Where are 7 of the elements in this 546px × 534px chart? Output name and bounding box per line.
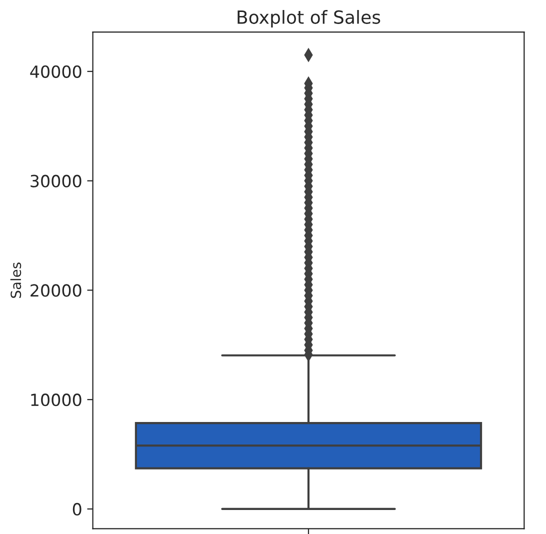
y-tick-label: 30000 [30,174,82,188]
chart-title: Boxplot of Sales [238,10,380,28]
y-axis-title: Sales [10,262,22,298]
y-tick-label: 40000 [30,65,82,78]
y-tick-label: 20000 [30,284,82,297]
y-tick-label: 10000 [31,394,82,406]
y-tick-label: 0 [72,502,82,516]
